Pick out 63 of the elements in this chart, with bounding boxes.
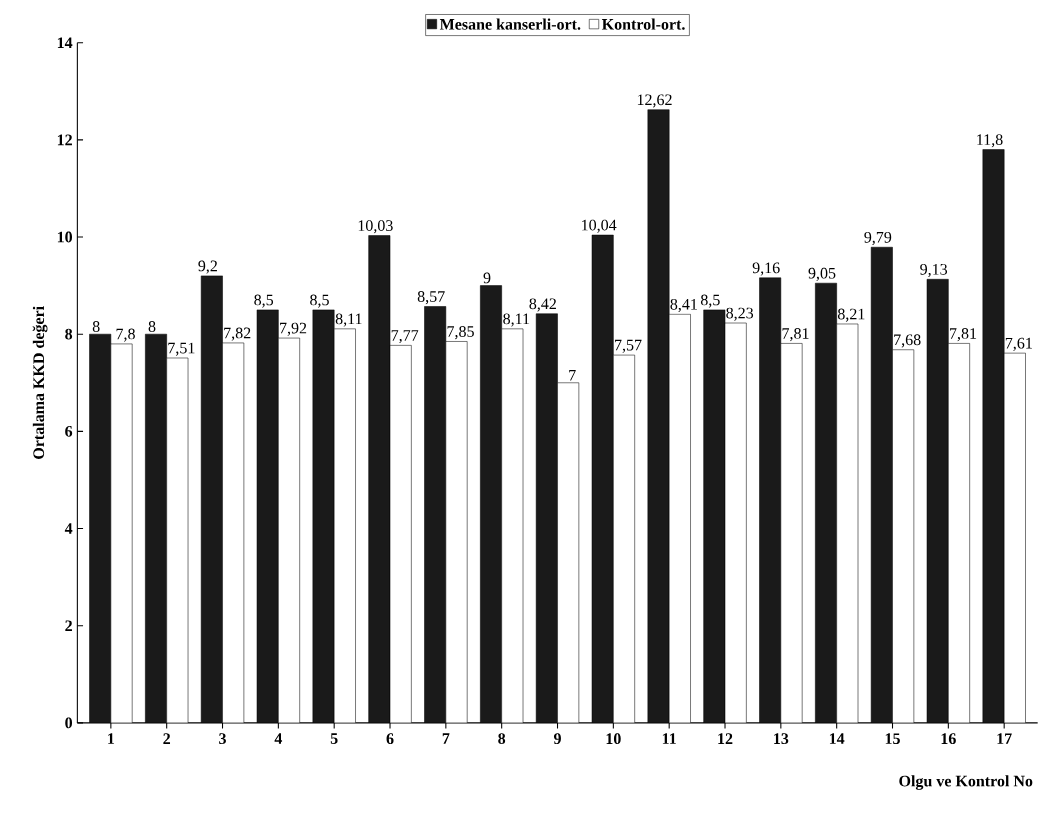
legend-label: Mesane kanserli-ort. [439, 18, 581, 30]
x-tick-label: 11 [662, 733, 676, 744]
data-label: 7,51 [168, 342, 195, 356]
data-label: 8 [148, 320, 156, 332]
data-label: 9,79 [864, 231, 892, 245]
x-tick-label: 15 [885, 733, 900, 744]
data-label: 8,23 [726, 307, 754, 321]
data-label: 8,5 [700, 294, 720, 308]
x-axis-title: Olgu ve Kontrol No [899, 775, 1033, 790]
data-label: 7,77 [391, 330, 419, 343]
x-tick-label: 16 [941, 733, 956, 744]
data-label: 7,81 [782, 327, 809, 342]
y-tick-label: 12 [57, 134, 72, 146]
x-tick-label: 8 [498, 733, 506, 744]
data-label: 7 [569, 369, 576, 381]
data-label: 8 [92, 320, 100, 332]
data-label: 10,04 [582, 219, 617, 233]
y-tick-label: 6 [65, 425, 73, 437]
data-label: 8,41 [670, 298, 697, 312]
data-label: 9 [483, 272, 491, 284]
legend-label: Kontrol-ort. [601, 18, 685, 30]
data-label: 8,21 [837, 308, 865, 322]
x-tick-label: 10 [606, 733, 621, 744]
data-label: 10,03 [358, 220, 393, 234]
x-tick-label: 2 [163, 733, 171, 744]
data-label: 7,81 [950, 327, 977, 342]
y-tick-label: 2 [65, 620, 72, 631]
data-label: 7,92 [280, 322, 307, 336]
x-tick-label: 13 [774, 733, 789, 744]
data-label: 11,8 [977, 134, 1003, 148]
data-label: 9,16 [752, 262, 780, 276]
data-label: 7,8 [116, 328, 135, 342]
data-label: 8,5 [254, 294, 274, 308]
y-tick-label: 4 [64, 523, 73, 534]
data-label: 12,62 [637, 94, 672, 108]
data-label: 8,42 [529, 298, 556, 312]
x-tick-label: 5 [330, 733, 338, 744]
x-tick-label: 1 [108, 733, 115, 744]
y-tick-label: 10 [57, 231, 73, 243]
data-label: 9,13 [920, 263, 948, 277]
x-tick-label: 3 [219, 733, 226, 744]
y-tick-label: 14 [57, 37, 73, 48]
x-tick-label: 6 [386, 733, 394, 744]
y-tick-label: 0 [65, 717, 73, 729]
data-label: 7,82 [224, 327, 251, 341]
data-label: 7,57 [615, 339, 642, 353]
data-label: 9,2 [198, 260, 217, 274]
data-label: 8,5 [310, 294, 329, 308]
x-tick-label: 14 [829, 733, 845, 744]
data-label: 9,05 [808, 267, 836, 281]
x-tick-label: 12 [718, 733, 733, 744]
data-label: 7,61 [1005, 337, 1032, 351]
data-label: 8,57 [417, 290, 445, 305]
x-tick-label: 4 [274, 733, 283, 744]
data-label: 7,68 [894, 334, 921, 348]
data-label: 7,85 [447, 325, 474, 340]
y-axis-title: Ortalama KKD değeri [32, 306, 48, 459]
data-label: 8,11 [503, 313, 530, 327]
x-tick-label: 17 [997, 733, 1012, 744]
data-label: 8,11 [335, 313, 362, 327]
x-tick-label: 9 [553, 733, 561, 744]
x-tick-label: 7 [442, 733, 450, 744]
y-tick-label: 8 [65, 328, 73, 340]
